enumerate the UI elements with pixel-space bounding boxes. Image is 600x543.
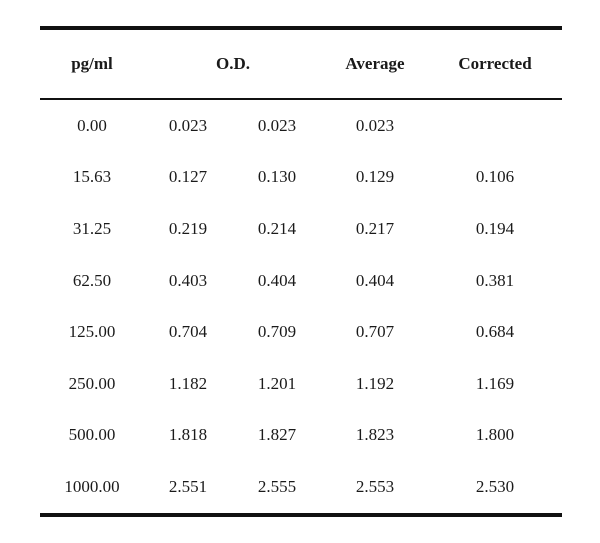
table-row: 15.63 0.127 0.130 0.129 0.106 — [40, 152, 562, 204]
cell-pg: 1000.00 — [64, 476, 120, 496]
cell-od2: 0.023 — [257, 115, 297, 135]
table-row: 500.00 1.818 1.827 1.823 1.800 — [40, 410, 562, 462]
cell-od1: 0.219 — [168, 218, 208, 238]
cell-average: 0.217 — [355, 218, 395, 238]
table-row: 0.00 0.023 0.023 0.023 — [40, 100, 562, 152]
cell-od2: 0.404 — [257, 270, 297, 290]
header-average: Average — [345, 54, 405, 73]
table-row: 62.50 0.403 0.404 0.404 0.381 — [40, 255, 562, 307]
cell-od1: 1.818 — [168, 425, 208, 445]
cell-average: 1.823 — [355, 425, 395, 445]
table-row: 1000.00 2.551 2.555 2.553 2.530 — [40, 461, 562, 513]
table-row: 125.00 0.704 0.709 0.707 0.684 — [40, 306, 562, 358]
cell-corrected: 1.169 — [475, 373, 515, 393]
cell-od2: 0.709 — [257, 322, 297, 342]
cell-average: 2.553 — [355, 476, 395, 496]
data-table: pg/ml O.D. Average Corrected 0.00 0.023 … — [40, 26, 562, 517]
cell-pg: 125.00 — [68, 322, 116, 342]
bottom-rule — [40, 512, 562, 517]
cell-od2: 1.827 — [257, 425, 297, 445]
header-pg-ml: pg/ml — [71, 54, 113, 73]
cell-average: 0.129 — [355, 167, 395, 187]
body-table: 0.00 0.023 0.023 0.023 15.63 0.127 0.130… — [40, 100, 562, 513]
cell-od2: 1.201 — [257, 373, 297, 393]
cell-average: 0.404 — [355, 270, 395, 290]
top-rule — [40, 26, 562, 30]
cell-pg: 62.50 — [72, 270, 112, 290]
cell-corrected: 0.381 — [475, 270, 515, 290]
cell-od2: 2.555 — [257, 476, 297, 496]
table-row: 31.25 0.219 0.214 0.217 0.194 — [40, 203, 562, 255]
cell-corrected: 0.194 — [475, 218, 515, 238]
cell-od2: 0.214 — [257, 218, 297, 238]
header-corrected: Corrected — [458, 54, 532, 73]
cell-pg: 0.00 — [77, 115, 107, 135]
header-table: pg/ml O.D. Average Corrected — [40, 30, 562, 98]
cell-od1: 0.127 — [168, 167, 208, 187]
header-row: pg/ml O.D. Average Corrected — [40, 30, 562, 98]
table-row: 250.00 1.182 1.201 1.192 1.169 — [40, 358, 562, 410]
cell-corrected: 0.684 — [475, 322, 515, 342]
cell-corrected — [428, 100, 562, 152]
cell-pg: 31.25 — [72, 218, 112, 238]
cell-pg: 500.00 — [68, 425, 116, 445]
cell-od1: 2.551 — [168, 476, 208, 496]
cell-average: 0.023 — [355, 115, 395, 135]
cell-od1: 0.403 — [168, 270, 208, 290]
cell-od1: 1.182 — [168, 373, 208, 393]
header-rule — [40, 98, 562, 100]
cell-corrected: 1.800 — [475, 425, 515, 445]
cell-pg: 250.00 — [68, 373, 116, 393]
cell-corrected: 2.530 — [475, 476, 515, 496]
cell-od1: 0.704 — [168, 322, 208, 342]
cell-od2: 0.130 — [257, 167, 297, 187]
header-od: O.D. — [216, 54, 250, 73]
cell-average: 0.707 — [355, 322, 395, 342]
cell-pg: 15.63 — [72, 167, 112, 187]
cell-average: 1.192 — [355, 373, 395, 393]
cell-od1: 0.023 — [168, 115, 208, 135]
cell-corrected: 0.106 — [475, 167, 515, 187]
